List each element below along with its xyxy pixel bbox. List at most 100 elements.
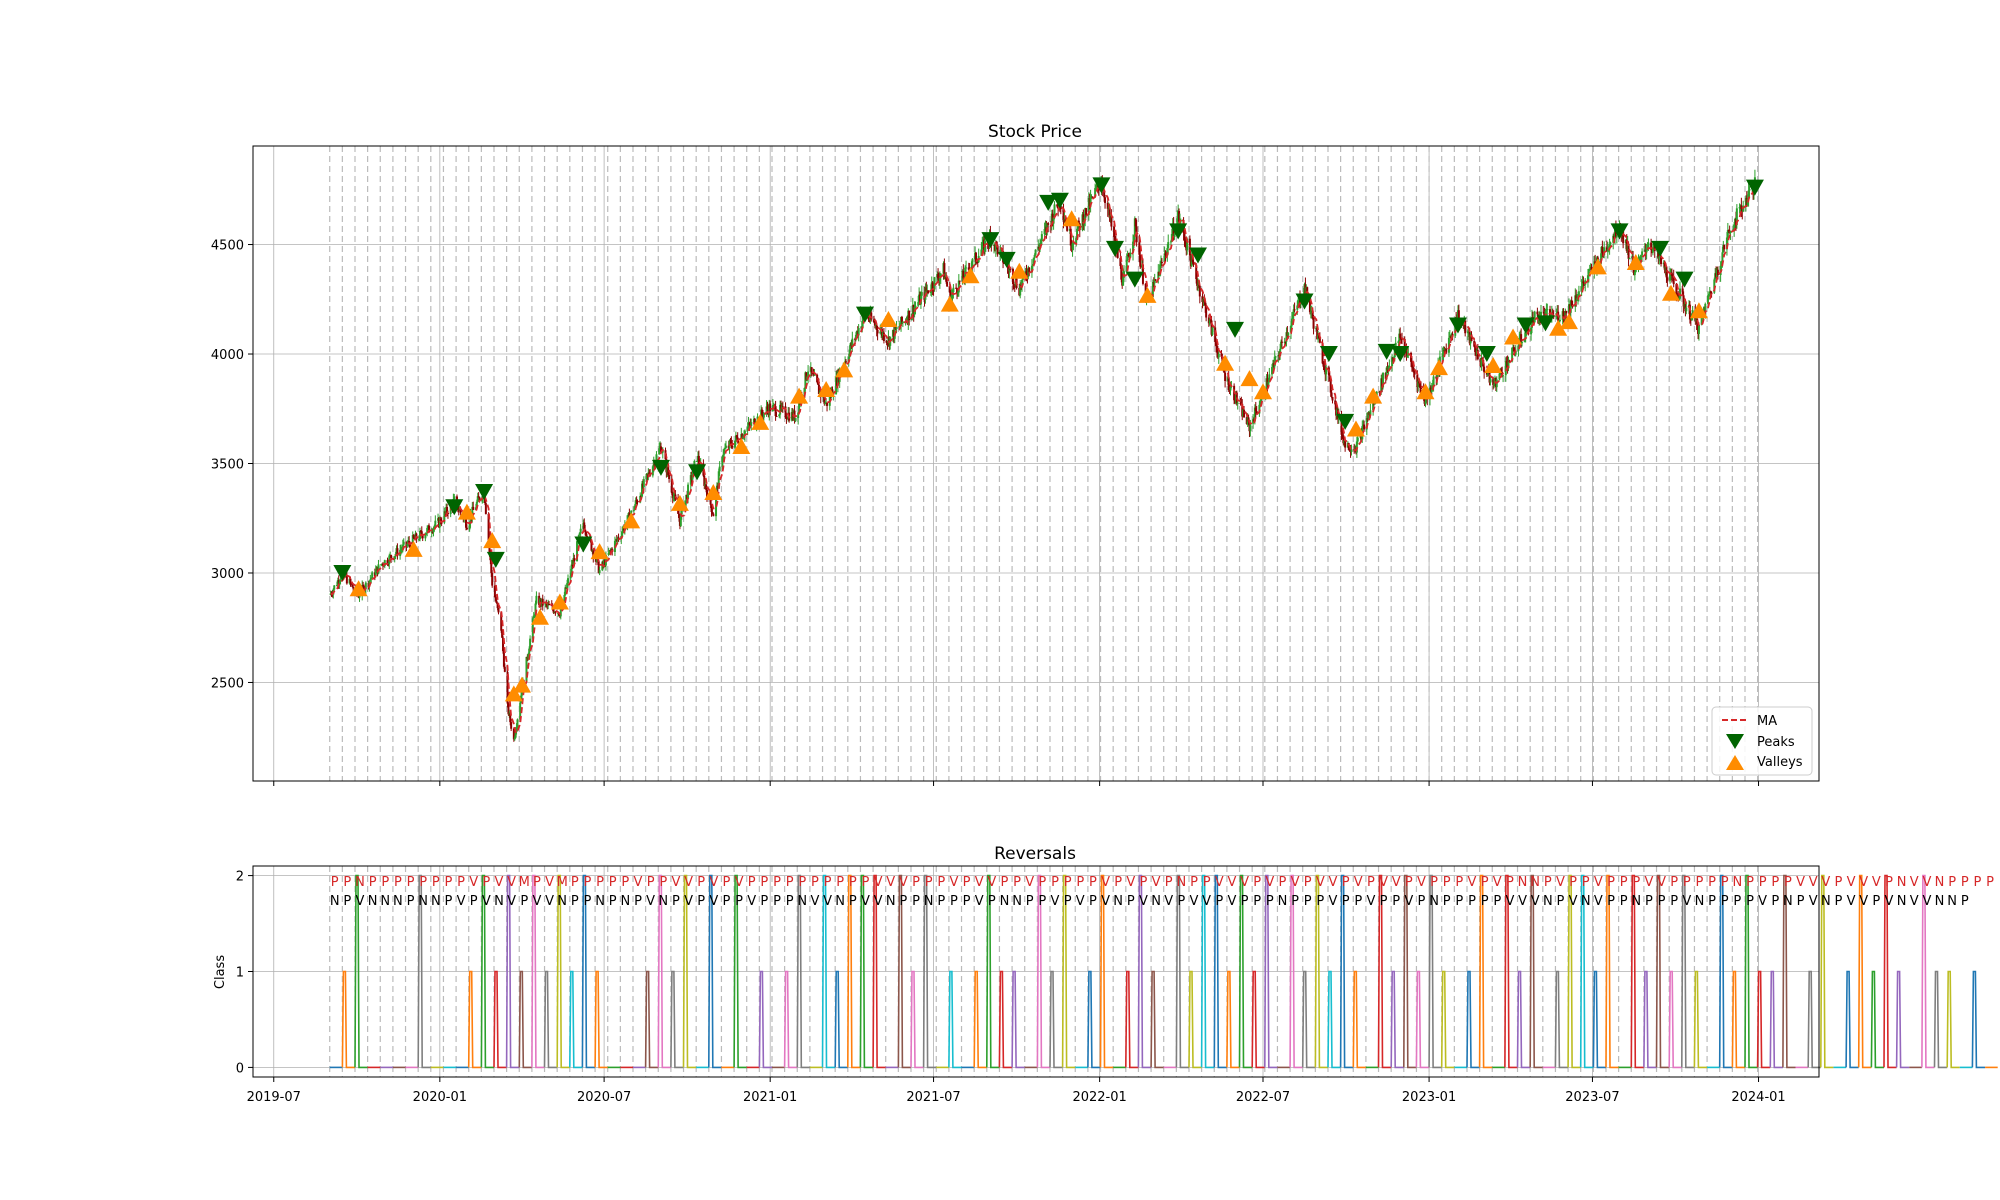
predicted-label-53: P — [1001, 875, 1009, 890]
reversal-spike-28 — [682, 874, 697, 1069]
price-candle-body-220 — [607, 552, 610, 555]
price-candle-body-709 — [1224, 372, 1227, 381]
price-candle-body-1032 — [1632, 267, 1635, 275]
price-candle-body-32 — [369, 579, 372, 581]
valley-marker-0 — [349, 580, 368, 597]
actual-label-10: V — [457, 894, 466, 909]
price-candle-body-346 — [766, 406, 769, 410]
price-candle-body-1124 — [1748, 189, 1751, 191]
predicted-label-44: V — [886, 875, 895, 890]
valley-marker-25 — [1254, 383, 1273, 400]
legend-peaks-swatch — [1726, 734, 1744, 749]
actual-label-84: P — [1392, 894, 1400, 909]
price-candle-body-1091 — [1707, 295, 1710, 297]
actual-label-8: N — [431, 894, 441, 909]
price-candle-body-1013 — [1608, 243, 1611, 250]
price-candle-body-370 — [797, 412, 800, 419]
price-candle-body-358 — [780, 406, 783, 409]
reversal-spike-13 — [493, 970, 507, 1069]
price-candle-body-310 — [721, 456, 724, 467]
reversal-spike-19 — [569, 970, 583, 1069]
price-candle-body-475 — [929, 290, 932, 293]
actual-label-73: P — [1253, 894, 1261, 909]
actual-label-121: V — [1859, 894, 1868, 909]
price-candle-body-334 — [750, 422, 753, 427]
actual-label-32: P — [735, 894, 743, 909]
price-candle-body-99 — [453, 496, 456, 500]
price-candle-body-102 — [457, 510, 460, 512]
peak-marker-21 — [1377, 343, 1396, 360]
price-candle-body-495 — [955, 287, 958, 289]
reversal-spike-91 — [1478, 874, 1493, 1069]
price-candle-body-18 — [351, 583, 354, 587]
price-candle-body-157 — [527, 653, 530, 659]
reversal-spike-46 — [910, 970, 924, 1069]
predicted-label-68: P — [1190, 875, 1198, 890]
predicted-label-56: P — [1038, 875, 1046, 890]
reversal-spike-11 — [467, 970, 482, 1069]
price-candle-body-689 — [1198, 285, 1201, 297]
actual-label-21: N — [595, 894, 605, 909]
price-candle-body-109 — [465, 527, 468, 530]
price-candle-body-556 — [1031, 264, 1034, 266]
reversal-spike-93 — [1504, 874, 1518, 1069]
price-candle-body-411 — [848, 349, 851, 358]
predicted-label-111: N — [1732, 875, 1742, 890]
price-candle-body-996 — [1587, 269, 1590, 276]
price-candle-body-292 — [697, 455, 700, 465]
predicted-label-83: V — [1379, 875, 1388, 890]
price-candle-body-824 — [1369, 410, 1372, 415]
valley-marker-4 — [504, 685, 523, 702]
price-candle-body-484 — [939, 273, 942, 277]
price-candle-body-789 — [1325, 367, 1328, 375]
price-candle-body-995 — [1586, 275, 1589, 281]
price-candle-body-1049 — [1653, 244, 1656, 251]
price-candle-body-192 — [571, 564, 574, 566]
price-candle-body-1038 — [1640, 255, 1643, 257]
predicted-label-19: P — [571, 875, 579, 890]
reversal-spike-86 — [1415, 970, 1430, 1069]
predicted-label-125: V — [1910, 875, 1919, 890]
price-candle-body-1058 — [1665, 266, 1668, 278]
valley-marker-16 — [835, 361, 854, 378]
predicted-label-110: P — [1721, 875, 1729, 890]
reversal-spike-100 — [1592, 970, 1606, 1069]
predicted-label-26: P — [659, 875, 667, 890]
actual-label-37: N — [797, 894, 807, 909]
valley-marker-10 — [670, 494, 689, 511]
price-candle-body-785 — [1321, 342, 1324, 364]
price-candle-body-454 — [901, 321, 904, 323]
reversal-spike-71 — [1226, 970, 1240, 1069]
price-candle-body-113 — [471, 506, 474, 519]
price-candle-body-679 — [1186, 238, 1189, 251]
price-candle-body-137 — [502, 637, 505, 652]
predicted-label-12: P — [482, 875, 490, 890]
actual-label-55: P — [1026, 894, 1034, 909]
price-candle-body-134 — [497, 608, 500, 613]
peak-marker-26 — [1536, 315, 1555, 332]
price-x-ticks — [273, 781, 1760, 786]
price-candle-body-509 — [971, 259, 974, 267]
predicted-label-120: V — [1847, 875, 1856, 890]
reversal-spike-49 — [948, 970, 962, 1069]
actual-label-2: V — [356, 894, 365, 909]
price-candle-body-116 — [475, 501, 478, 508]
actual-label-0: N — [330, 894, 340, 909]
price-candle-body-802 — [1342, 435, 1345, 444]
price-candle-body-676 — [1183, 232, 1186, 241]
price-candle-body-930 — [1504, 361, 1507, 376]
price-candle-body-764 — [1293, 309, 1296, 311]
price-candle-body-944 — [1521, 342, 1524, 344]
price-candle-body-5 — [335, 585, 338, 587]
actual-label-59: V — [1076, 894, 1085, 909]
price-candle-body-983 — [1570, 300, 1573, 306]
actual-label-42: V — [861, 894, 870, 909]
actual-label-125: V — [1910, 894, 1919, 909]
price-candle-body-628 — [1122, 277, 1125, 286]
price-candle-body-864 — [1419, 387, 1422, 390]
reversal-spike-41 — [846, 874, 861, 1069]
price-candle-body-449 — [895, 327, 898, 329]
predicted-label-96: P — [1544, 875, 1552, 890]
peak-marker-13 — [1105, 240, 1124, 257]
actual-label-128: N — [1947, 894, 1957, 909]
